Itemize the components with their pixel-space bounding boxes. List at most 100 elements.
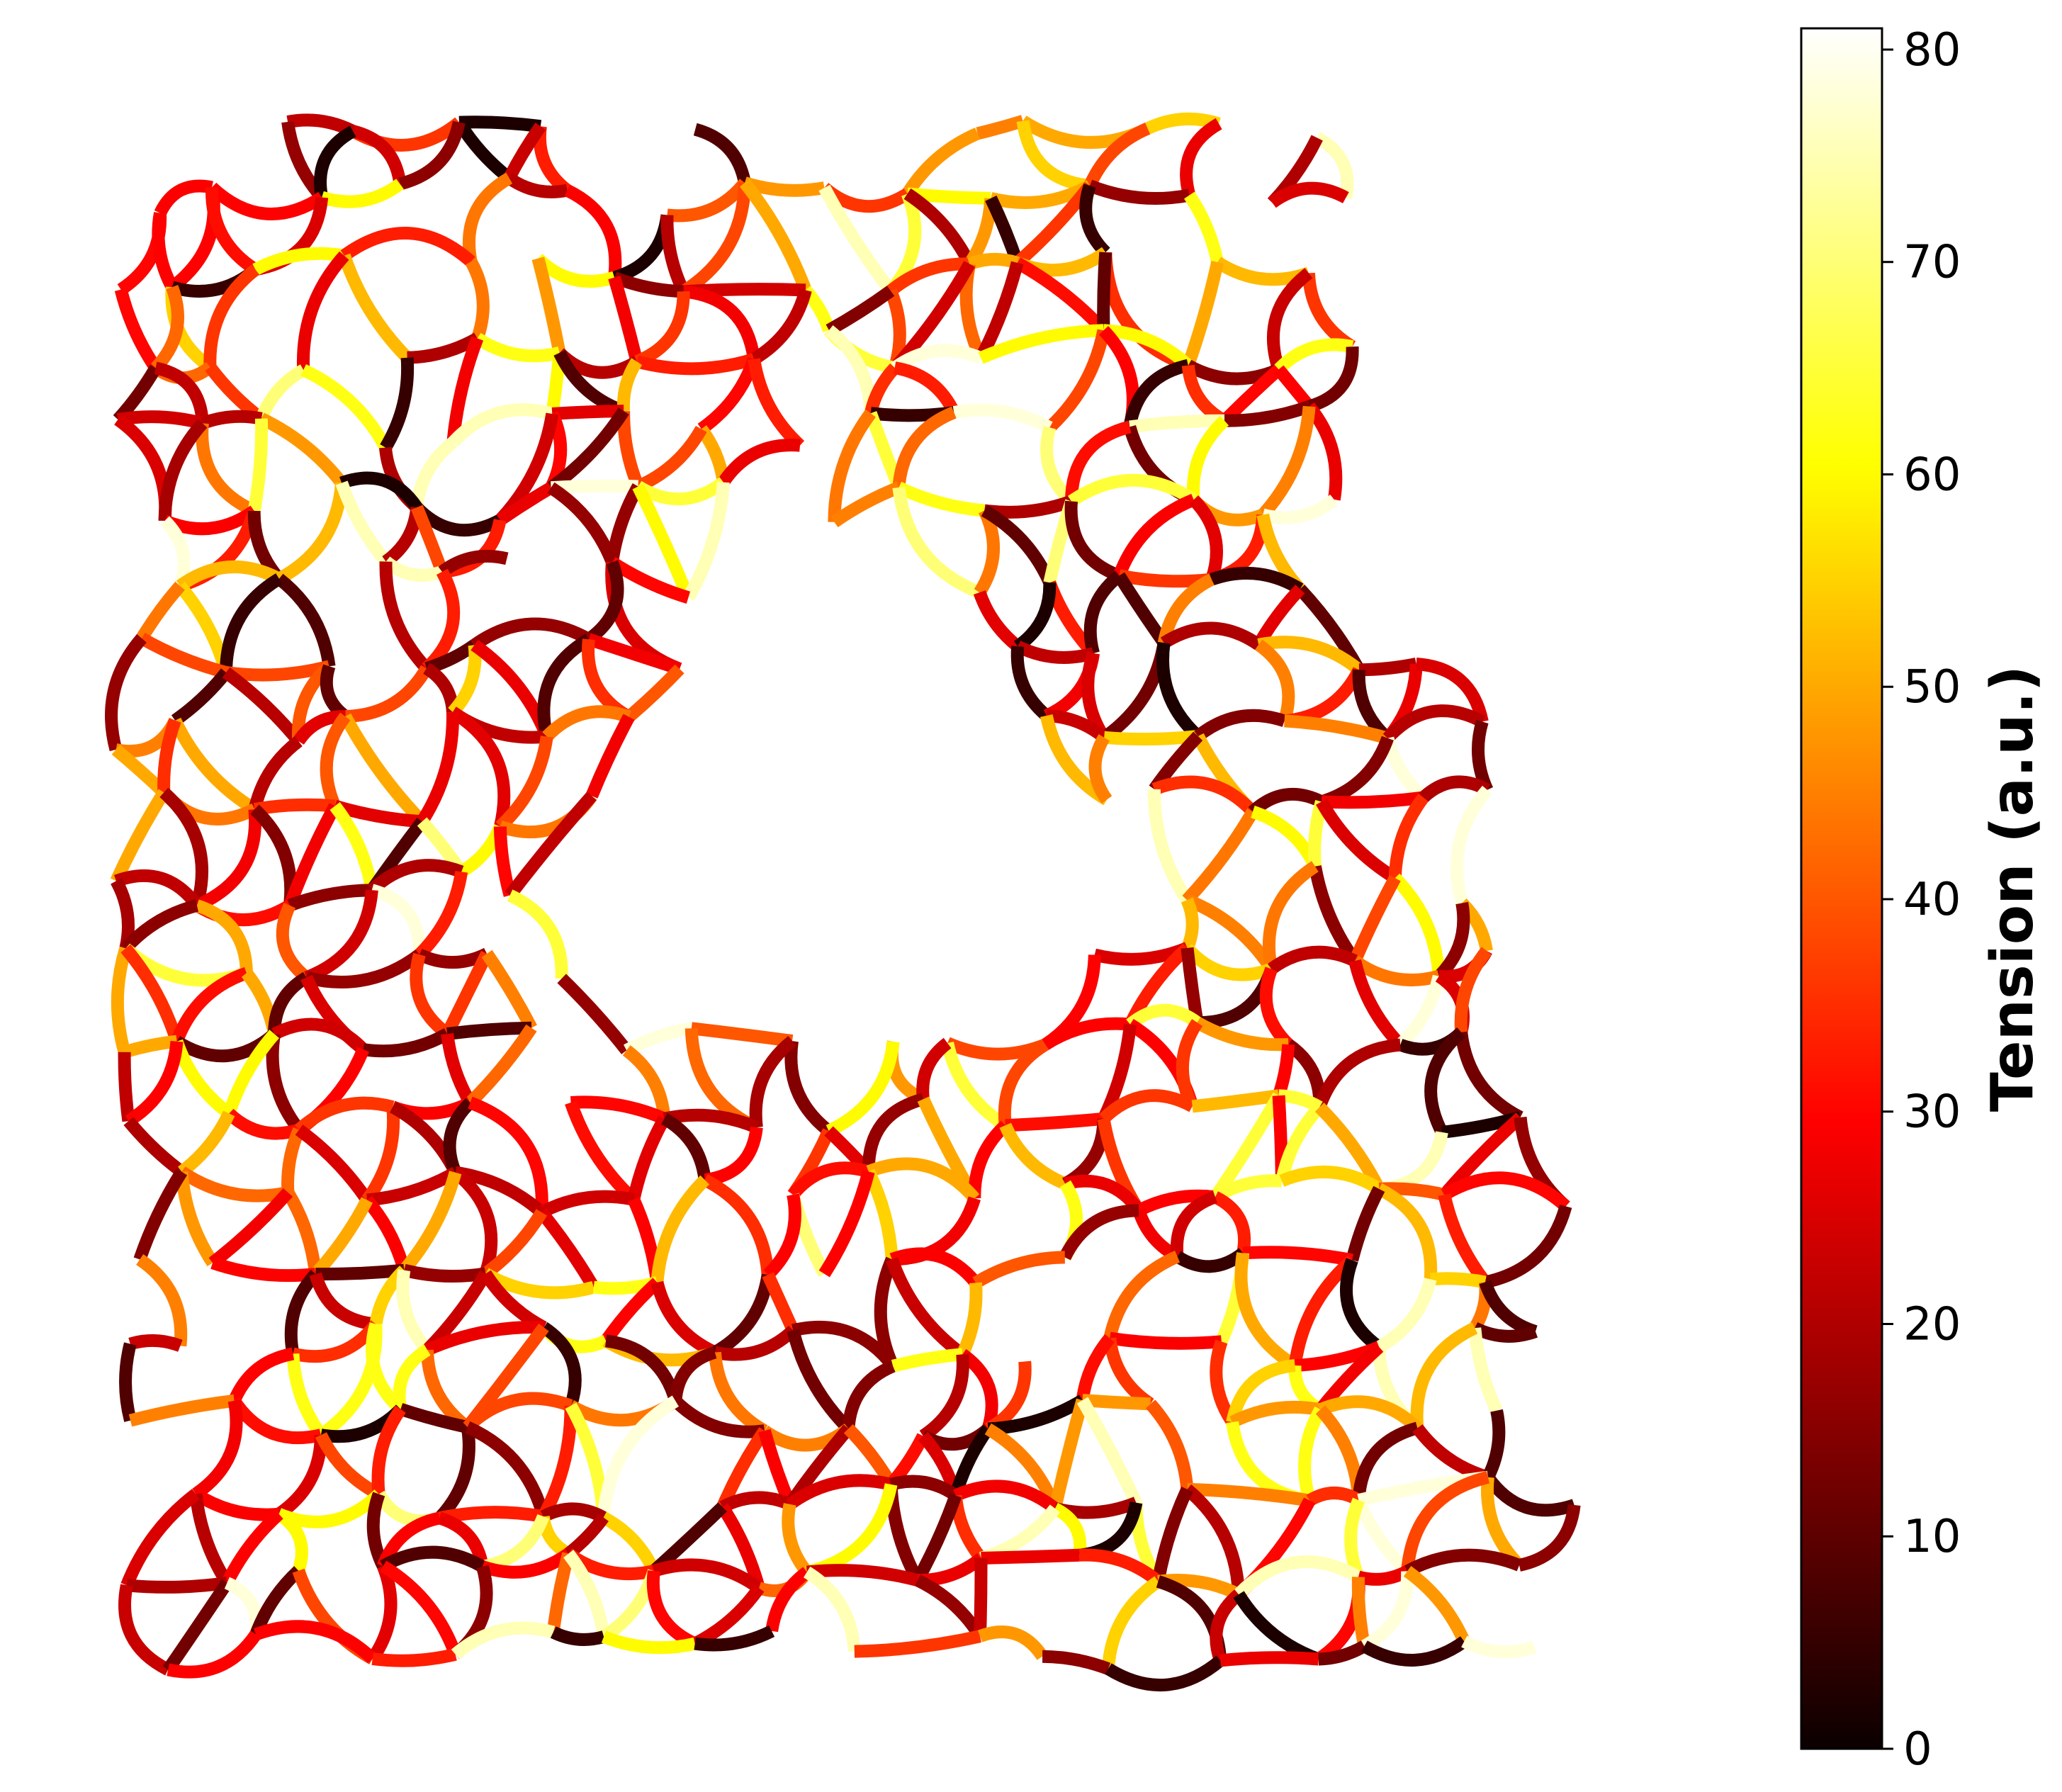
network-edge bbox=[110, 789, 169, 884]
network-edge bbox=[1013, 582, 1057, 652]
network-edge bbox=[120, 1489, 200, 1588]
network-edge bbox=[320, 664, 349, 722]
network-edge bbox=[448, 403, 554, 447]
network-edge bbox=[784, 1039, 833, 1137]
network-edge bbox=[1187, 416, 1229, 501]
network-edge bbox=[608, 276, 643, 364]
network-edge bbox=[891, 344, 984, 373]
network-edge bbox=[750, 288, 812, 365]
network-edge bbox=[1288, 1255, 1357, 1367]
network-edge bbox=[123, 1117, 186, 1177]
network-edge bbox=[1079, 184, 1110, 257]
network-edge bbox=[1189, 495, 1223, 582]
network-edge bbox=[105, 633, 147, 752]
network-edge bbox=[1415, 658, 1489, 723]
network-edge bbox=[1170, 1190, 1218, 1258]
network-edge bbox=[805, 1483, 898, 1579]
network-edge bbox=[351, 125, 407, 185]
network-edge bbox=[646, 1570, 698, 1650]
network-edge bbox=[974, 507, 1000, 596]
network-edge bbox=[1182, 260, 1224, 368]
network-edge bbox=[320, 712, 351, 809]
network-edge bbox=[1210, 1339, 1238, 1426]
network-edge bbox=[362, 1195, 410, 1273]
network-edge bbox=[379, 1560, 462, 1657]
network-edge bbox=[254, 1620, 377, 1664]
network-edge bbox=[281, 1127, 305, 1193]
network-edge bbox=[892, 486, 982, 599]
network-edge bbox=[605, 483, 644, 563]
network-edge bbox=[126, 1576, 228, 1594]
network-edge bbox=[600, 1511, 660, 1574]
network-edge bbox=[803, 1566, 861, 1652]
network-edge bbox=[422, 663, 459, 713]
network-edge bbox=[635, 353, 756, 376]
network-edge bbox=[398, 120, 466, 191]
network-edge bbox=[1284, 714, 1390, 745]
network-edge bbox=[1267, 268, 1313, 372]
network-edge bbox=[542, 705, 631, 741]
network-edge bbox=[210, 1256, 317, 1283]
network-edge bbox=[1472, 1322, 1538, 1343]
network-edge bbox=[320, 179, 404, 208]
network-edge bbox=[1382, 704, 1486, 743]
network-edge bbox=[208, 1188, 293, 1268]
network-edge bbox=[221, 1509, 283, 1586]
network-edge bbox=[1126, 1003, 1201, 1030]
network-edge bbox=[1351, 1577, 1371, 1647]
network-edge bbox=[682, 481, 730, 601]
network-edge bbox=[830, 481, 901, 528]
network-edge bbox=[1261, 494, 1339, 524]
colorbar-tick-label: 0 bbox=[1903, 1723, 1932, 1776]
network-edge bbox=[451, 1167, 498, 1276]
network-edge bbox=[250, 804, 298, 906]
network-edge bbox=[1176, 1019, 1203, 1110]
network-edge bbox=[968, 1120, 1010, 1199]
network-edge bbox=[120, 944, 184, 1044]
network-edge bbox=[1129, 414, 1225, 434]
network-edge bbox=[259, 412, 347, 488]
network-edge bbox=[304, 889, 378, 984]
network-edge bbox=[601, 1630, 697, 1655]
network-edge bbox=[825, 325, 877, 414]
network-edge bbox=[220, 573, 283, 673]
network-edge bbox=[1112, 494, 1196, 578]
network-edge bbox=[1412, 1424, 1490, 1484]
network-edge bbox=[275, 573, 336, 667]
network-edge bbox=[1100, 641, 1171, 743]
network-edge bbox=[564, 184, 622, 278]
network-edge bbox=[441, 1032, 476, 1106]
network-edge bbox=[978, 324, 1104, 364]
network-edge bbox=[1151, 1487, 1193, 1583]
network-edge bbox=[493, 826, 517, 897]
network-edge bbox=[1351, 955, 1441, 987]
network-edge bbox=[1279, 1165, 1383, 1195]
network-edge bbox=[464, 1421, 550, 1518]
network-edge bbox=[1229, 1400, 1322, 1428]
network-edge bbox=[468, 1096, 548, 1213]
network-edge bbox=[862, 1093, 925, 1172]
network-edge bbox=[600, 1278, 662, 1345]
network-edge bbox=[1358, 658, 1418, 677]
network-edge bbox=[1274, 338, 1354, 374]
network-edge bbox=[693, 123, 751, 184]
network-edge bbox=[903, 188, 976, 267]
network-edge bbox=[1254, 639, 1295, 723]
network-edge bbox=[194, 808, 262, 912]
network-edge bbox=[286, 1353, 327, 1439]
network-edge bbox=[597, 1395, 679, 1518]
network-edge bbox=[1064, 500, 1122, 582]
network-edge bbox=[826, 286, 895, 336]
network-edge bbox=[1014, 257, 1109, 335]
network-edge bbox=[317, 1324, 383, 1441]
network-edge bbox=[1404, 1548, 1522, 1577]
network-edge bbox=[113, 869, 203, 910]
network-edge bbox=[1258, 405, 1316, 519]
network-edge bbox=[762, 1272, 799, 1334]
network-edge bbox=[207, 182, 326, 220]
network-edge bbox=[410, 505, 449, 575]
network-edge bbox=[446, 336, 484, 444]
network-edge bbox=[370, 884, 426, 955]
network-edge bbox=[329, 801, 378, 891]
network-edge bbox=[192, 1488, 280, 1521]
